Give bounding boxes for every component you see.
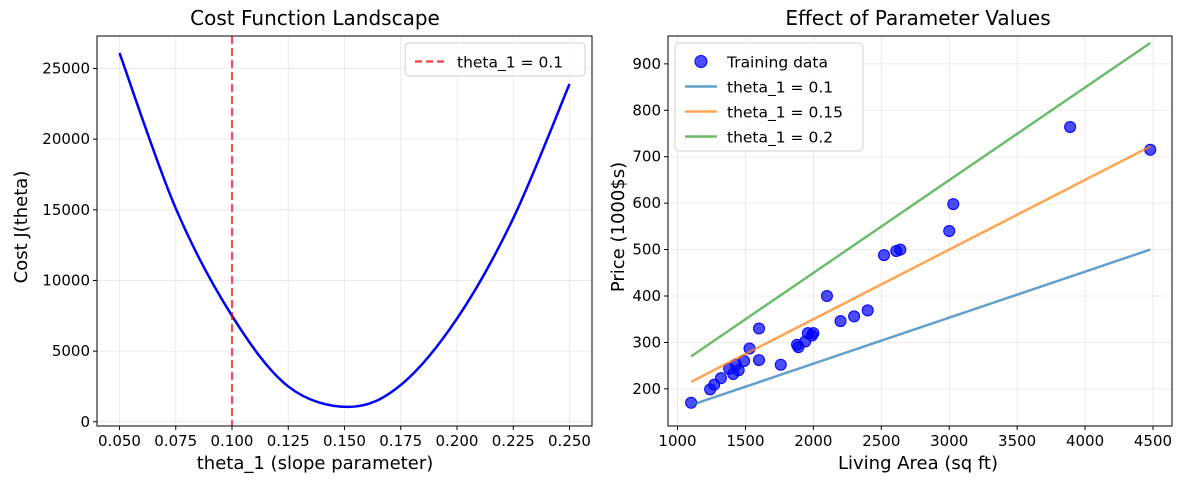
data-point: [807, 327, 820, 340]
plot-area: [685, 41, 1157, 409]
parameter-effect-chart: Effect of Parameter Values 1000 1500 2000 2…: [608, 6, 1173, 474]
legend-label: theta_1 = 0.15: [727, 104, 843, 123]
data-point: [834, 315, 847, 328]
legend-label: theta_1 = 0.1: [457, 54, 563, 73]
x-tick-label: 0.225: [492, 432, 535, 450]
y-axis-label: Price (1000$s): [608, 162, 629, 292]
x-tick-label: 0.100: [211, 432, 254, 450]
data-point: [943, 225, 956, 237]
x-axis-ticks: 0.050 0.075 0.100 0.125 0.150 0.175 0.200 0.225…: [98, 426, 591, 450]
x-tick-label: 0.175: [379, 432, 422, 450]
grid: [668, 36, 1172, 426]
y-tick-label: 400: [632, 287, 661, 305]
grid: [97, 36, 592, 426]
x-tick-label: 0.200: [436, 432, 479, 450]
data-point: [861, 304, 874, 317]
y-tick-label: 700: [632, 148, 661, 166]
x-tick-label: 0.050: [98, 432, 141, 450]
data-point: [732, 364, 745, 377]
y-tick-label: 500: [632, 241, 661, 259]
x-tick-label: 0.150: [323, 432, 366, 450]
data-point: [753, 354, 766, 367]
chart-title: Cost Function Landscape: [190, 6, 440, 30]
chart-title: Effect of Parameter Values: [785, 6, 1050, 30]
legend: Training data theta_1 = 0.1 theta_1 = 0.15…: [674, 42, 864, 152]
series-line: [118, 52, 571, 409]
cost-function-chart: Cost Function Landscape 0.050 0.075 0.100 0…: [11, 6, 593, 474]
x-tick-label: 2500: [862, 432, 900, 450]
x-tick-label: 2000: [794, 432, 832, 450]
series-line: [690, 248, 1151, 407]
legend-label: theta_1 = 0.1: [727, 79, 833, 98]
legend: theta_1 = 0.1: [404, 42, 586, 77]
x-tick-label: 3000: [930, 432, 968, 450]
x-tick-label: 0.250: [548, 432, 591, 450]
y-axis-ticks: 0 5000 10000 15000 20000 25000: [42, 60, 97, 431]
data-point: [848, 310, 861, 323]
y-tick-label: 0: [80, 413, 90, 431]
x-tick-label: 1500: [726, 432, 764, 450]
legend-label: Training data: [726, 54, 828, 72]
x-tick-label: 4000: [1066, 432, 1104, 450]
legend-box: [404, 42, 586, 77]
data-point: [820, 290, 833, 302]
data-point: [878, 249, 890, 262]
x-tick-label: 3500: [998, 432, 1036, 450]
x-axis-label: Living Area (sq ft): [838, 453, 998, 474]
x-tick-label: 0.125: [267, 432, 310, 450]
x-axis-ticks: 1000 1500 2000 2500 3000 3500 4000 4500: [658, 426, 1172, 450]
y-tick-label: 800: [632, 101, 661, 119]
series-line: [690, 41, 1151, 358]
y-tick-label: 200: [632, 380, 661, 398]
y-tick-label: 15000: [42, 201, 90, 219]
series-line: [690, 145, 1151, 384]
data-point: [753, 322, 766, 335]
x-axis-label: theta_1 (slope parameter): [197, 453, 434, 474]
x-tick-label: 1000: [658, 432, 696, 450]
data-point: [1064, 121, 1077, 133]
axes-frame: [667, 35, 1173, 427]
legend-marker: [694, 55, 708, 68]
legend-label: theta_1 = 0.2: [727, 129, 833, 148]
y-tick-label: 25000: [42, 60, 90, 78]
y-tick-label: 5000: [52, 342, 90, 360]
y-tick-label: 20000: [42, 130, 90, 148]
y-tick-label: 900: [632, 55, 661, 73]
y-tick-label: 10000: [42, 271, 90, 289]
plot-area: [118, 36, 571, 426]
y-tick-label: 300: [632, 333, 661, 351]
x-tick-label: 0.075: [154, 432, 197, 450]
y-axis-ticks: 200 300 400 500 600 700 800 900: [632, 55, 668, 398]
y-tick-label: 600: [632, 194, 661, 212]
data-point: [774, 358, 787, 371]
y-axis-label: Cost J(theta): [11, 171, 32, 284]
legend-box: [674, 42, 864, 152]
data-point: [894, 243, 907, 256]
data-point: [714, 372, 727, 385]
x-tick-label: 4500: [1134, 432, 1172, 450]
data-point: [947, 198, 960, 211]
